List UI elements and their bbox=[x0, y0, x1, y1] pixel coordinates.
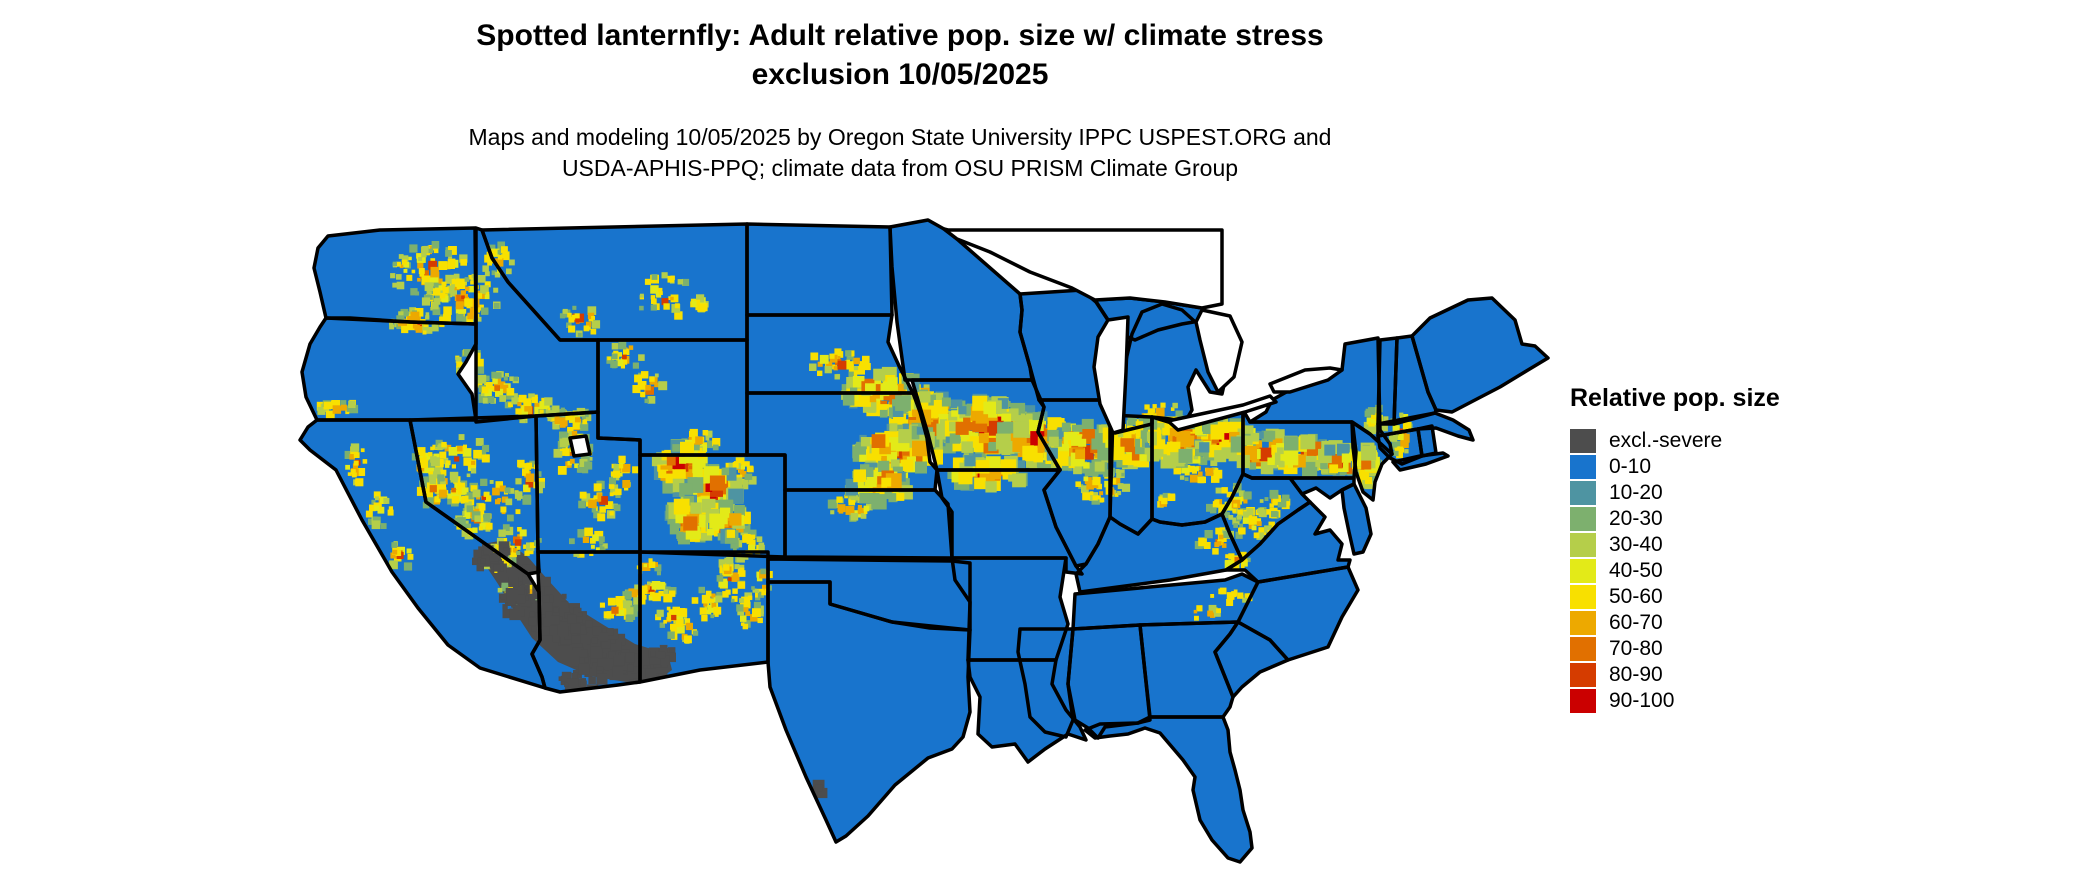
legend-label: 80-90 bbox=[1609, 663, 1663, 686]
us-map-container bbox=[230, 172, 1560, 884]
legend-items: excl.-severe 0-10 10-20 20-30 30-40 40-50 50-6… bbox=[1570, 429, 1870, 713]
legend-label: 30-40 bbox=[1609, 533, 1663, 556]
legend-swatch bbox=[1570, 585, 1596, 609]
legend-label: 10-20 bbox=[1609, 481, 1663, 504]
lake-superior bbox=[942, 227, 1224, 310]
map-title-line1: Spotted lanternfly: Adult relative pop. … bbox=[476, 19, 1324, 52]
legend-item: excl.-severe bbox=[1570, 429, 1870, 453]
legend-label: excl.-severe bbox=[1609, 429, 1723, 452]
legend-label: 20-30 bbox=[1609, 507, 1663, 530]
legend-swatch bbox=[1570, 611, 1596, 635]
legend-item: 0-10 bbox=[1570, 455, 1870, 479]
legend-swatch bbox=[1570, 429, 1596, 453]
legend-swatch bbox=[1570, 689, 1596, 713]
legend-title: Relative pop. size bbox=[1570, 384, 1780, 412]
legend-item: 70-80 bbox=[1570, 637, 1870, 661]
legend-swatch bbox=[1570, 481, 1596, 505]
lake-huron bbox=[1194, 308, 1244, 394]
legend-swatch bbox=[1570, 663, 1596, 687]
legend-label: 60-70 bbox=[1609, 611, 1663, 634]
legend: Relative pop. size excl.-severe 0-10 10-20… bbox=[1570, 384, 1870, 715]
legend-item: 30-40 bbox=[1570, 533, 1870, 557]
legend-label: 0-10 bbox=[1609, 455, 1652, 478]
legend-label: 50-60 bbox=[1609, 585, 1663, 608]
legend-swatch bbox=[1570, 455, 1596, 479]
map-subtitle-line2: USDA-APHIS-PPQ; climate data from OSU PR… bbox=[561, 155, 1239, 181]
legend-item: 60-70 bbox=[1570, 611, 1870, 635]
legend-swatch bbox=[1570, 507, 1596, 531]
map-title: Spotted lanternfly: Adult relative pop. … bbox=[230, 16, 1570, 94]
legend-swatch bbox=[1570, 533, 1596, 557]
legend-swatch bbox=[1570, 559, 1596, 583]
legend-item: 40-50 bbox=[1570, 559, 1870, 583]
legend-item: 10-20 bbox=[1570, 481, 1870, 505]
legend-item: 80-90 bbox=[1570, 663, 1870, 687]
map-subtitle-line1: Maps and modeling 10/05/2025 by Oregon S… bbox=[468, 124, 1332, 150]
legend-item: 20-30 bbox=[1570, 507, 1870, 531]
us-map bbox=[298, 218, 1550, 864]
lake-erie bbox=[1166, 394, 1278, 432]
lake-michigan bbox=[1092, 315, 1130, 435]
legend-swatch bbox=[1570, 637, 1596, 661]
map-title-line2: exclusion 10/05/2025 bbox=[751, 58, 1049, 91]
great-salt-lake bbox=[568, 434, 592, 458]
map-subtitle: Maps and modeling 10/05/2025 by Oregon S… bbox=[230, 122, 1570, 184]
legend-label: 90-100 bbox=[1609, 689, 1675, 712]
lake-ontario bbox=[1268, 366, 1344, 394]
legend-item: 50-60 bbox=[1570, 585, 1870, 609]
legend-label: 70-80 bbox=[1609, 637, 1663, 660]
legend-item: 90-100 bbox=[1570, 689, 1870, 713]
legend-label: 40-50 bbox=[1609, 559, 1663, 582]
